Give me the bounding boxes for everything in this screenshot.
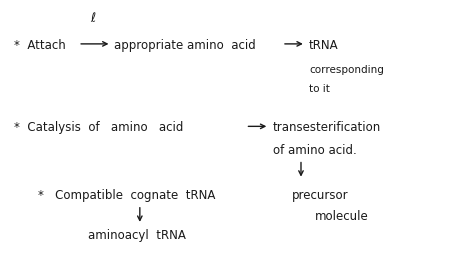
Text: *  Attach: * Attach xyxy=(14,39,66,52)
Text: to it: to it xyxy=(309,84,330,94)
Text: *   Compatible  cognate  tRNA: * Compatible cognate tRNA xyxy=(38,189,215,202)
Text: tRNA: tRNA xyxy=(309,39,338,52)
Text: transesterification: transesterification xyxy=(273,121,381,134)
Text: molecule: molecule xyxy=(315,210,369,223)
Text: ℓ: ℓ xyxy=(90,12,95,25)
Text: of amino acid.: of amino acid. xyxy=(273,144,356,157)
Text: corresponding: corresponding xyxy=(309,65,384,76)
Text: *  Catalysis  of   amino   acid: * Catalysis of amino acid xyxy=(14,121,183,134)
Text: appropriate amino  acid: appropriate amino acid xyxy=(114,39,255,52)
Text: aminoacyl  tRNA: aminoacyl tRNA xyxy=(88,229,185,242)
Text: precursor: precursor xyxy=(292,189,348,202)
